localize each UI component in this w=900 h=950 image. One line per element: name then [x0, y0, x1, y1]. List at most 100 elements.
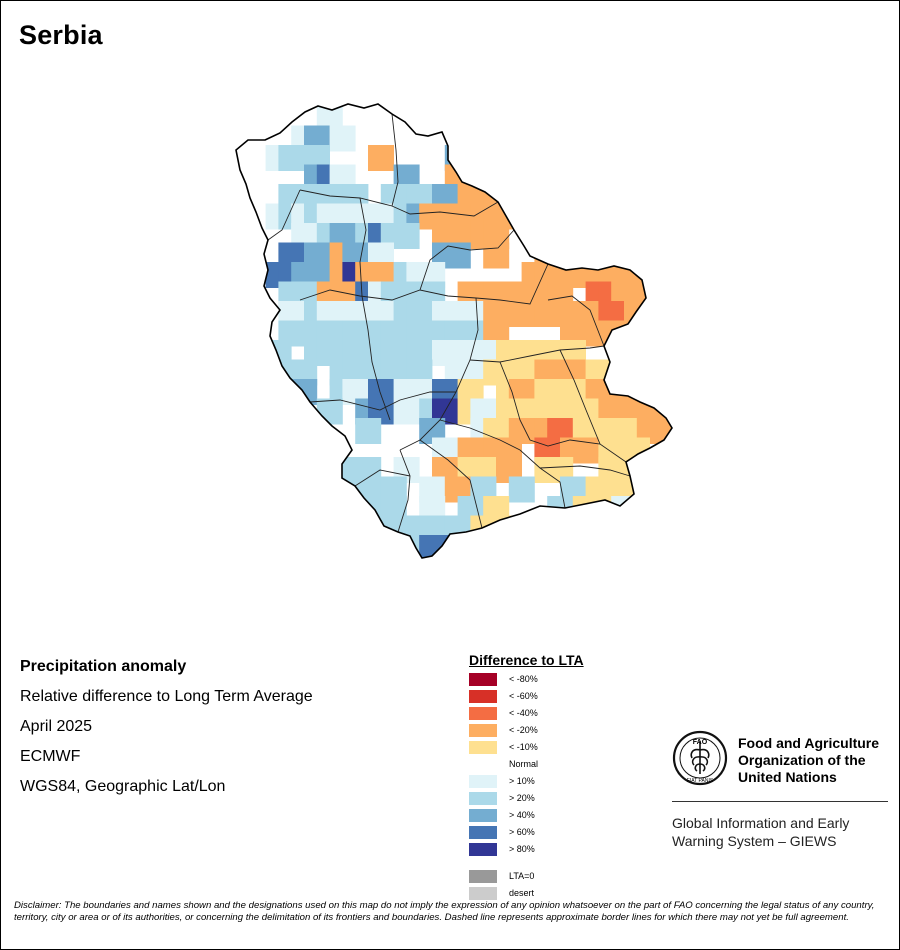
grid-cell	[675, 321, 701, 347]
grid-cell	[611, 320, 638, 347]
grid-cell	[675, 301, 701, 327]
grid-cell	[291, 476, 318, 503]
legend-swatch	[469, 792, 497, 805]
legend-label: Normal	[509, 759, 539, 769]
grid-cell	[662, 515, 672, 542]
grid-cell	[342, 535, 369, 558]
anomaly-grid	[265, 106, 765, 558]
info-heading: Precipitation anomaly	[20, 658, 187, 675]
grid-cell	[636, 515, 663, 542]
legend-label: desert	[509, 888, 535, 898]
legend-swatch	[469, 826, 497, 839]
fao-divider	[672, 801, 888, 802]
fao-name: Food and Agriculture Organization of the…	[738, 735, 880, 785]
legend-swatch	[469, 707, 497, 720]
fao-logo-text: FAO	[693, 739, 708, 746]
legend-swatch	[469, 809, 497, 822]
grid-cell	[534, 301, 561, 327]
grid-cell	[508, 476, 535, 503]
grid-cell	[662, 476, 672, 503]
grid-cell	[662, 437, 672, 464]
grid-cell	[688, 477, 714, 503]
grid-cell	[572, 242, 599, 269]
grid-cell	[636, 379, 663, 405]
legend-item: < -60%	[469, 689, 669, 706]
legend-item: > 80%	[469, 842, 669, 859]
legend-item: < -80%	[469, 672, 669, 689]
legend-item: desert	[469, 886, 669, 903]
map-info: Precipitation anomaly Relative differenc…	[20, 655, 440, 805]
grid-cell	[316, 496, 343, 522]
grid-cell	[291, 418, 318, 444]
grid-cell	[611, 340, 638, 366]
legend-swatch	[469, 741, 497, 754]
legend-label: > 80%	[509, 844, 535, 854]
legend-swatch	[469, 887, 497, 900]
grid-cell	[739, 496, 765, 522]
grid-cell	[585, 242, 612, 269]
grid-cell	[636, 320, 663, 347]
grid-cell	[636, 340, 663, 366]
grid-cell	[624, 359, 650, 386]
grid-cell	[316, 476, 343, 503]
grid-cell	[649, 515, 672, 542]
grid-cell	[611, 496, 638, 522]
grid-cell	[444, 515, 471, 542]
grid-cell	[342, 496, 369, 522]
legend-swatch	[469, 775, 497, 788]
legend-item: < -10%	[469, 740, 669, 757]
grid-cell	[675, 418, 701, 444]
legend-item: < -40%	[469, 706, 669, 723]
legend-item: > 20%	[469, 791, 669, 808]
grid-cell	[572, 437, 599, 464]
grid-cell	[342, 515, 369, 542]
grid-cell	[508, 203, 535, 230]
info-line: Relative difference to Long Term Average	[20, 688, 313, 705]
grid-cell	[701, 516, 727, 542]
legend-swatch	[469, 758, 497, 771]
legend-extra: LTA=0 desert	[469, 869, 669, 903]
giews-name: Global Information and Early Warning Sys…	[672, 815, 850, 849]
grid-cell	[355, 535, 382, 558]
legend-label: LTA=0	[509, 871, 535, 881]
legend-swatch	[469, 843, 497, 856]
grid-cell	[624, 242, 650, 269]
grid-cell	[444, 242, 471, 269]
grid-cell	[636, 476, 663, 503]
legend: Difference to LTA < -80% < -60% < -40% < -2…	[469, 652, 669, 903]
grid-cell	[368, 145, 394, 171]
grid-cell	[714, 438, 740, 464]
legend-label: < -10%	[509, 742, 538, 752]
grid-cell	[688, 496, 714, 522]
grid-cell	[547, 496, 574, 522]
map-title: Serbia	[19, 20, 103, 50]
legend-swatch	[469, 690, 497, 703]
grid-cell	[316, 515, 343, 542]
admin-boundaries	[267, 113, 631, 533]
legend-item: LTA=0	[469, 869, 669, 886]
grid-cell	[675, 340, 701, 366]
disclaimer-text: Disclaimer: The boundaries and names sho…	[14, 900, 875, 923]
grid-cell	[675, 360, 701, 386]
legend-label: > 60%	[509, 827, 535, 837]
legend-label: < -60%	[509, 691, 538, 701]
fao-logo-motto: FIAT PANIS	[687, 778, 714, 784]
legend-item: > 40%	[469, 808, 669, 825]
info-line: ECMWF	[20, 748, 81, 765]
grid-cell	[393, 223, 420, 249]
grid-cell	[688, 301, 714, 327]
legend-item: > 60%	[469, 825, 669, 842]
grid-cell	[457, 535, 484, 558]
grid-cell	[316, 457, 343, 483]
legend-label: < -20%	[509, 725, 538, 735]
legend-classes: < -80% < -60% < -40% < -20% < -10% Normal > 10…	[469, 672, 669, 859]
grid-cell	[355, 418, 382, 444]
legend-title: Difference to LTA	[469, 652, 584, 668]
legend-item: Normal	[469, 757, 669, 774]
fao-logo-icon: FAO FIAT PANIS	[672, 730, 728, 786]
grid-cell	[483, 242, 510, 269]
legend-label: < -40%	[509, 708, 538, 718]
legend-label: > 40%	[509, 810, 535, 820]
grid-cell	[265, 359, 292, 386]
legend-swatch	[469, 724, 497, 737]
